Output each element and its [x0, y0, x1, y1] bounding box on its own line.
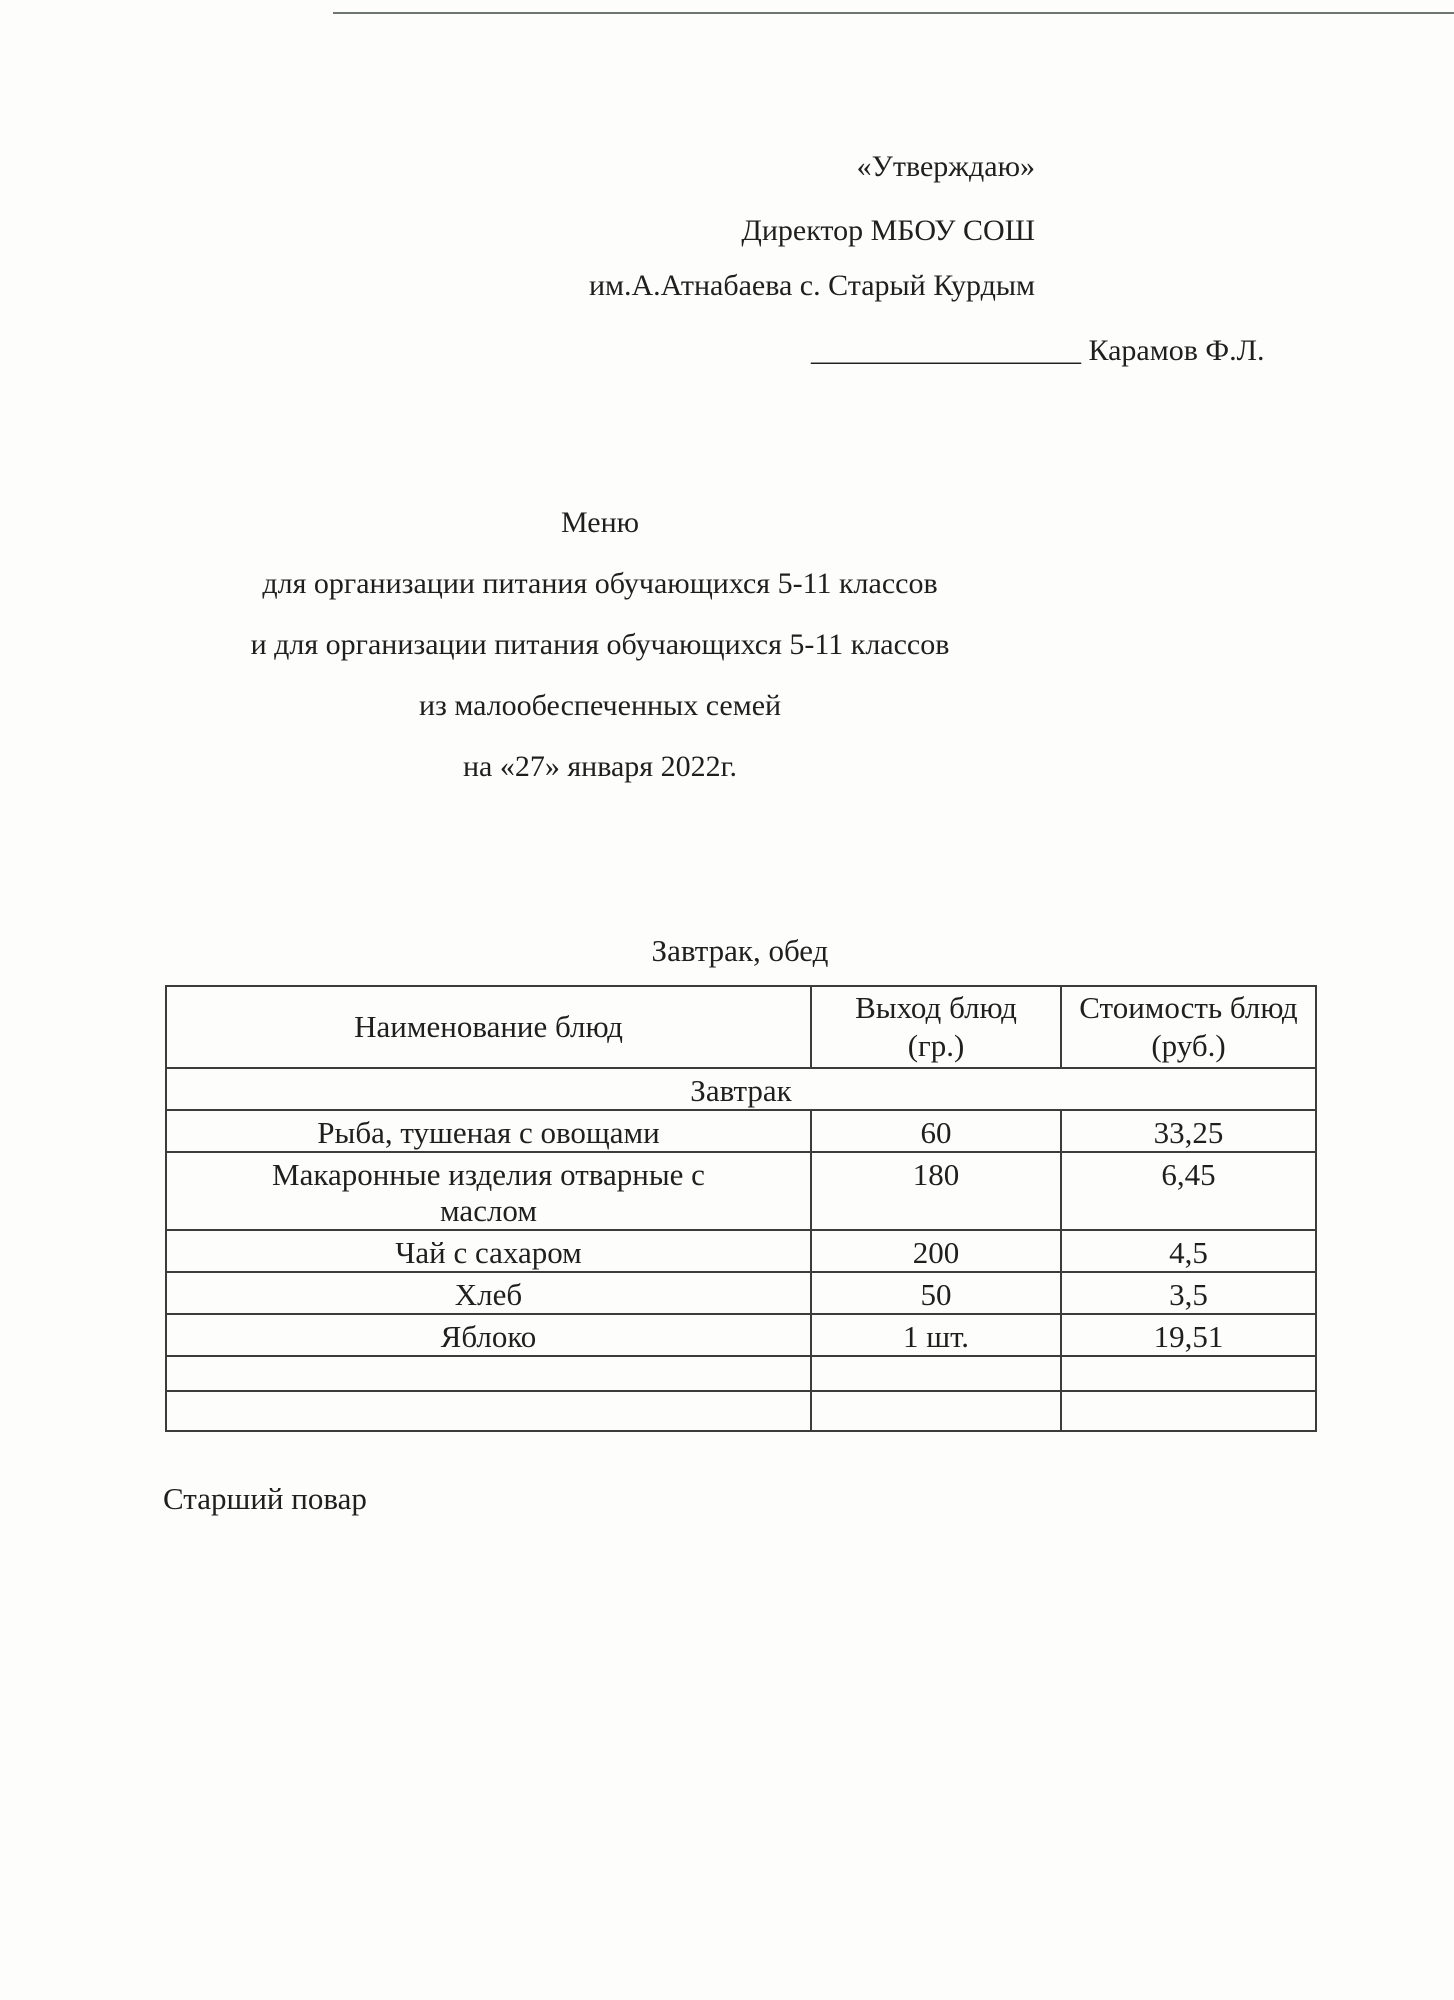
menu-title-block: Меню для организации питания обучающихся… [140, 503, 1060, 808]
dish-price-cell [1060, 1390, 1317, 1432]
title-line-families: из малообеспеченных семей [418, 689, 782, 722]
dish-output-cell [810, 1390, 1062, 1432]
table-row: Чай с сахаром 200 4,5 [165, 1229, 1317, 1273]
table-row: Рыба, тушеная с овощами 60 33,25 [165, 1109, 1317, 1153]
col-header-output: Выход блюд (гр.) [810, 985, 1062, 1069]
title-line-date: на «27» января 2022г. [462, 750, 738, 783]
dish-output-cell: 1 шт. [810, 1313, 1062, 1357]
dish-name-cell: Хлеб [165, 1271, 812, 1315]
dish-name-cell [165, 1355, 812, 1392]
dish-price-cell: 3,5 [1060, 1271, 1317, 1315]
section-row-breakfast: Завтрак [165, 1067, 1317, 1111]
table-row: Макаронные изделия отварные с маслом 180… [165, 1151, 1317, 1231]
dish-price-cell: 4,5 [1060, 1229, 1317, 1273]
col-header-price: Стоимость блюд (руб.) [1060, 985, 1317, 1069]
dish-price-cell: 33,25 [1060, 1109, 1317, 1153]
chef-label: Старший повар [163, 1481, 367, 1516]
approval-school-line: им.А.Атнабаева с. Старый Курдым [588, 269, 1035, 302]
dish-output-cell: 50 [810, 1271, 1062, 1315]
menu-table: Наименование блюд Выход блюд (гр.) Стоим… [165, 985, 1317, 1432]
dish-price-cell: 19,51 [1060, 1313, 1317, 1357]
meal-section-label: Завтрак [165, 1067, 1317, 1111]
dish-output-cell [810, 1355, 1062, 1392]
table-row: Хлеб 50 3,5 [165, 1271, 1317, 1315]
signature-blank-line: __________________ [811, 334, 1081, 367]
dish-output-cell: 200 [810, 1229, 1062, 1273]
table-row-empty [165, 1355, 1317, 1392]
dish-name-cell [165, 1390, 812, 1432]
approval-director-line: Директор МБОУ СОШ [741, 214, 1035, 247]
dish-name-cell: Рыба, тушеная с овощами [165, 1109, 812, 1153]
dish-price-cell: 6,45 [1060, 1151, 1317, 1231]
table-row: Яблоко 1 шт. 19,51 [165, 1313, 1317, 1357]
title-line-audience-2: и для организации питания обучающихся 5-… [250, 628, 950, 661]
signature-name: Карамов Ф.Л. [1088, 334, 1265, 367]
menu-title: Меню [560, 506, 640, 539]
dish-price-cell [1060, 1355, 1317, 1392]
approval-approve-line: «Утверждаю» [856, 150, 1035, 183]
dish-output-cell: 180 [810, 1151, 1062, 1231]
table-row-empty [165, 1390, 1317, 1432]
dish-name-cell: Макаронные изделия отварные с маслом [165, 1151, 812, 1231]
dish-name-cell: Чай с сахаром [165, 1229, 812, 1273]
dish-output-cell: 60 [810, 1109, 1062, 1153]
approval-signature-row: __________________ Карамов Ф.Л. [811, 334, 1264, 368]
table-header-row: Наименование блюд Выход блюд (гр.) Стоим… [165, 985, 1317, 1069]
dish-name-cell: Яблоко [165, 1313, 812, 1357]
scan-artifact-line [333, 12, 1454, 14]
meal-heading: Завтрак, обед [651, 933, 829, 968]
col-header-dish-name: Наименование блюд [165, 985, 812, 1069]
title-line-audience-1: для организации питания обучающихся 5-11… [262, 567, 938, 600]
